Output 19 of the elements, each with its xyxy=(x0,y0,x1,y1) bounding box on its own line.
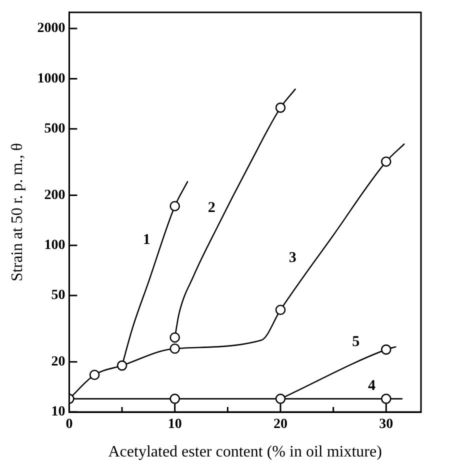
series-label: 1 xyxy=(142,232,150,248)
series-label: 3 xyxy=(288,250,296,266)
x-tick-label: 30 xyxy=(379,417,394,432)
y-tick-label: 20 xyxy=(51,354,66,370)
y-tick-label: 500 xyxy=(44,121,66,136)
x-tick-label: 20 xyxy=(273,417,288,432)
y-tick-label: 100 xyxy=(44,238,66,253)
y-tick-label: 2000 xyxy=(37,21,66,36)
y-tick-label: 50 xyxy=(51,288,66,304)
y-axis-title: Strain at 50 r. p. m., θ xyxy=(8,143,26,282)
x-tick-label: 10 xyxy=(168,417,182,432)
series-label: 5 xyxy=(352,334,360,350)
y-tick-label: 1000 xyxy=(37,71,66,86)
y-tick-label: 10 xyxy=(51,404,66,420)
y-tick-label: 200 xyxy=(44,188,66,203)
series-label: 2 xyxy=(208,200,216,216)
series-label: 4 xyxy=(368,378,376,394)
x-axis-title: Acetylated ester content (% in oil mixture) xyxy=(108,444,382,461)
x-tick-label: 0 xyxy=(66,417,73,432)
